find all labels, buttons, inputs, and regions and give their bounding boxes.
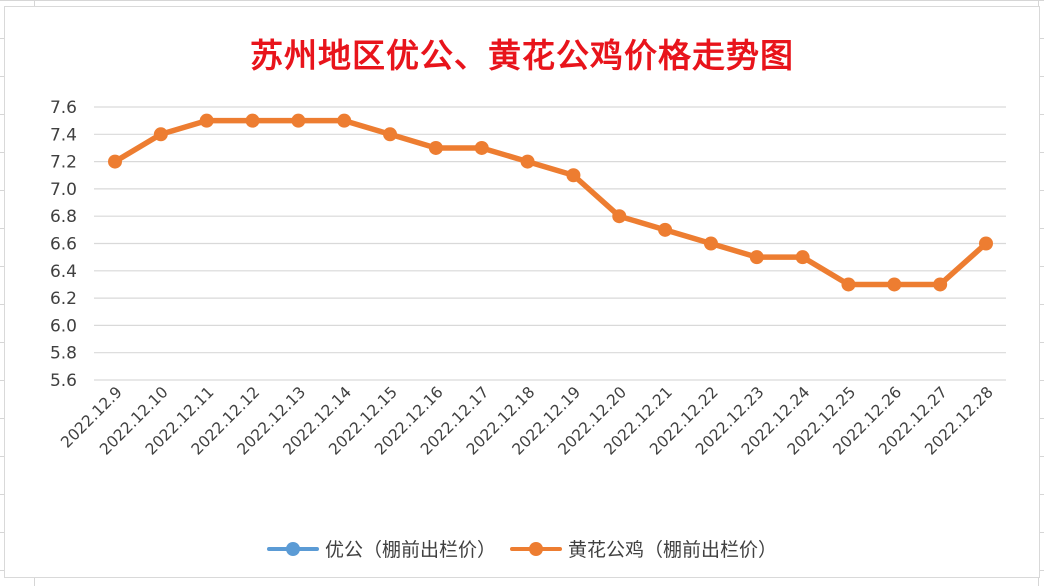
data-point-marker[interactable]	[153, 127, 168, 142]
data-point-marker[interactable]	[245, 113, 260, 128]
y-tick-label: 6.0	[50, 316, 77, 336]
legend: 优公（棚前出栏价） 黄花公鸡（棚前出栏价）	[5, 535, 1039, 562]
data-point-marker[interactable]	[337, 113, 352, 128]
data-point-marker[interactable]	[383, 127, 398, 142]
series-line[interactable]	[112, 117, 989, 288]
data-point-marker[interactable]	[703, 236, 718, 251]
y-tick-label: 6.2	[50, 289, 77, 309]
legend-line-marker-icon	[510, 541, 562, 556]
y-tick-label: 6.8	[50, 207, 77, 227]
data-point-marker[interactable]	[612, 209, 627, 224]
y-tick-label: 5.8	[50, 344, 77, 364]
legend-line-marker-icon	[266, 541, 319, 556]
y-tick-label: 7.0	[50, 180, 77, 200]
legend-label: 优公（棚前出栏价）	[324, 539, 496, 561]
data-point-marker[interactable]	[795, 250, 810, 265]
y-tick-label: 5.6	[50, 371, 77, 391]
y-tick-label: 6.4	[50, 262, 77, 282]
data-point-marker[interactable]	[428, 140, 443, 155]
data-point-marker[interactable]	[933, 277, 948, 292]
y-tick-label: 7.2	[50, 153, 77, 173]
legend-item[interactable]: 优公（棚前出栏价）	[266, 535, 496, 562]
data-point-marker[interactable]	[887, 277, 902, 292]
data-point-marker[interactable]	[108, 154, 122, 169]
data-point-marker[interactable]	[658, 222, 673, 237]
data-point-marker[interactable]	[566, 168, 581, 183]
legend-label: 黄花公鸡（棚前出栏价）	[568, 539, 778, 561]
data-point-marker[interactable]	[474, 140, 489, 155]
data-point-marker[interactable]	[841, 277, 856, 292]
y-tick-label: 7.4	[50, 125, 77, 145]
data-point-marker[interactable]	[199, 113, 214, 128]
data-point-marker[interactable]	[979, 236, 993, 251]
y-tick-label: 6.6	[50, 235, 77, 255]
data-point-marker[interactable]	[749, 250, 764, 265]
plot-area: 7.67.47.27.06.86.66.46.26.05.85.62022.12…	[50, 98, 1006, 459]
chart-title: 苏州地区优公、黄花公鸡价格走势图	[250, 36, 794, 75]
legend-item[interactable]: 黄花公鸡（棚前出栏价）	[510, 535, 777, 562]
y-tick-label: 7.6	[50, 98, 77, 118]
data-point-marker[interactable]	[520, 154, 535, 169]
data-point-marker[interactable]	[291, 113, 306, 128]
chart-area[interactable]: 苏州地区优公、黄花公鸡价格走势图 7.6 7.4 7.2 7.0 6.8 6.6 6.4 6.…	[4, 6, 1040, 578]
